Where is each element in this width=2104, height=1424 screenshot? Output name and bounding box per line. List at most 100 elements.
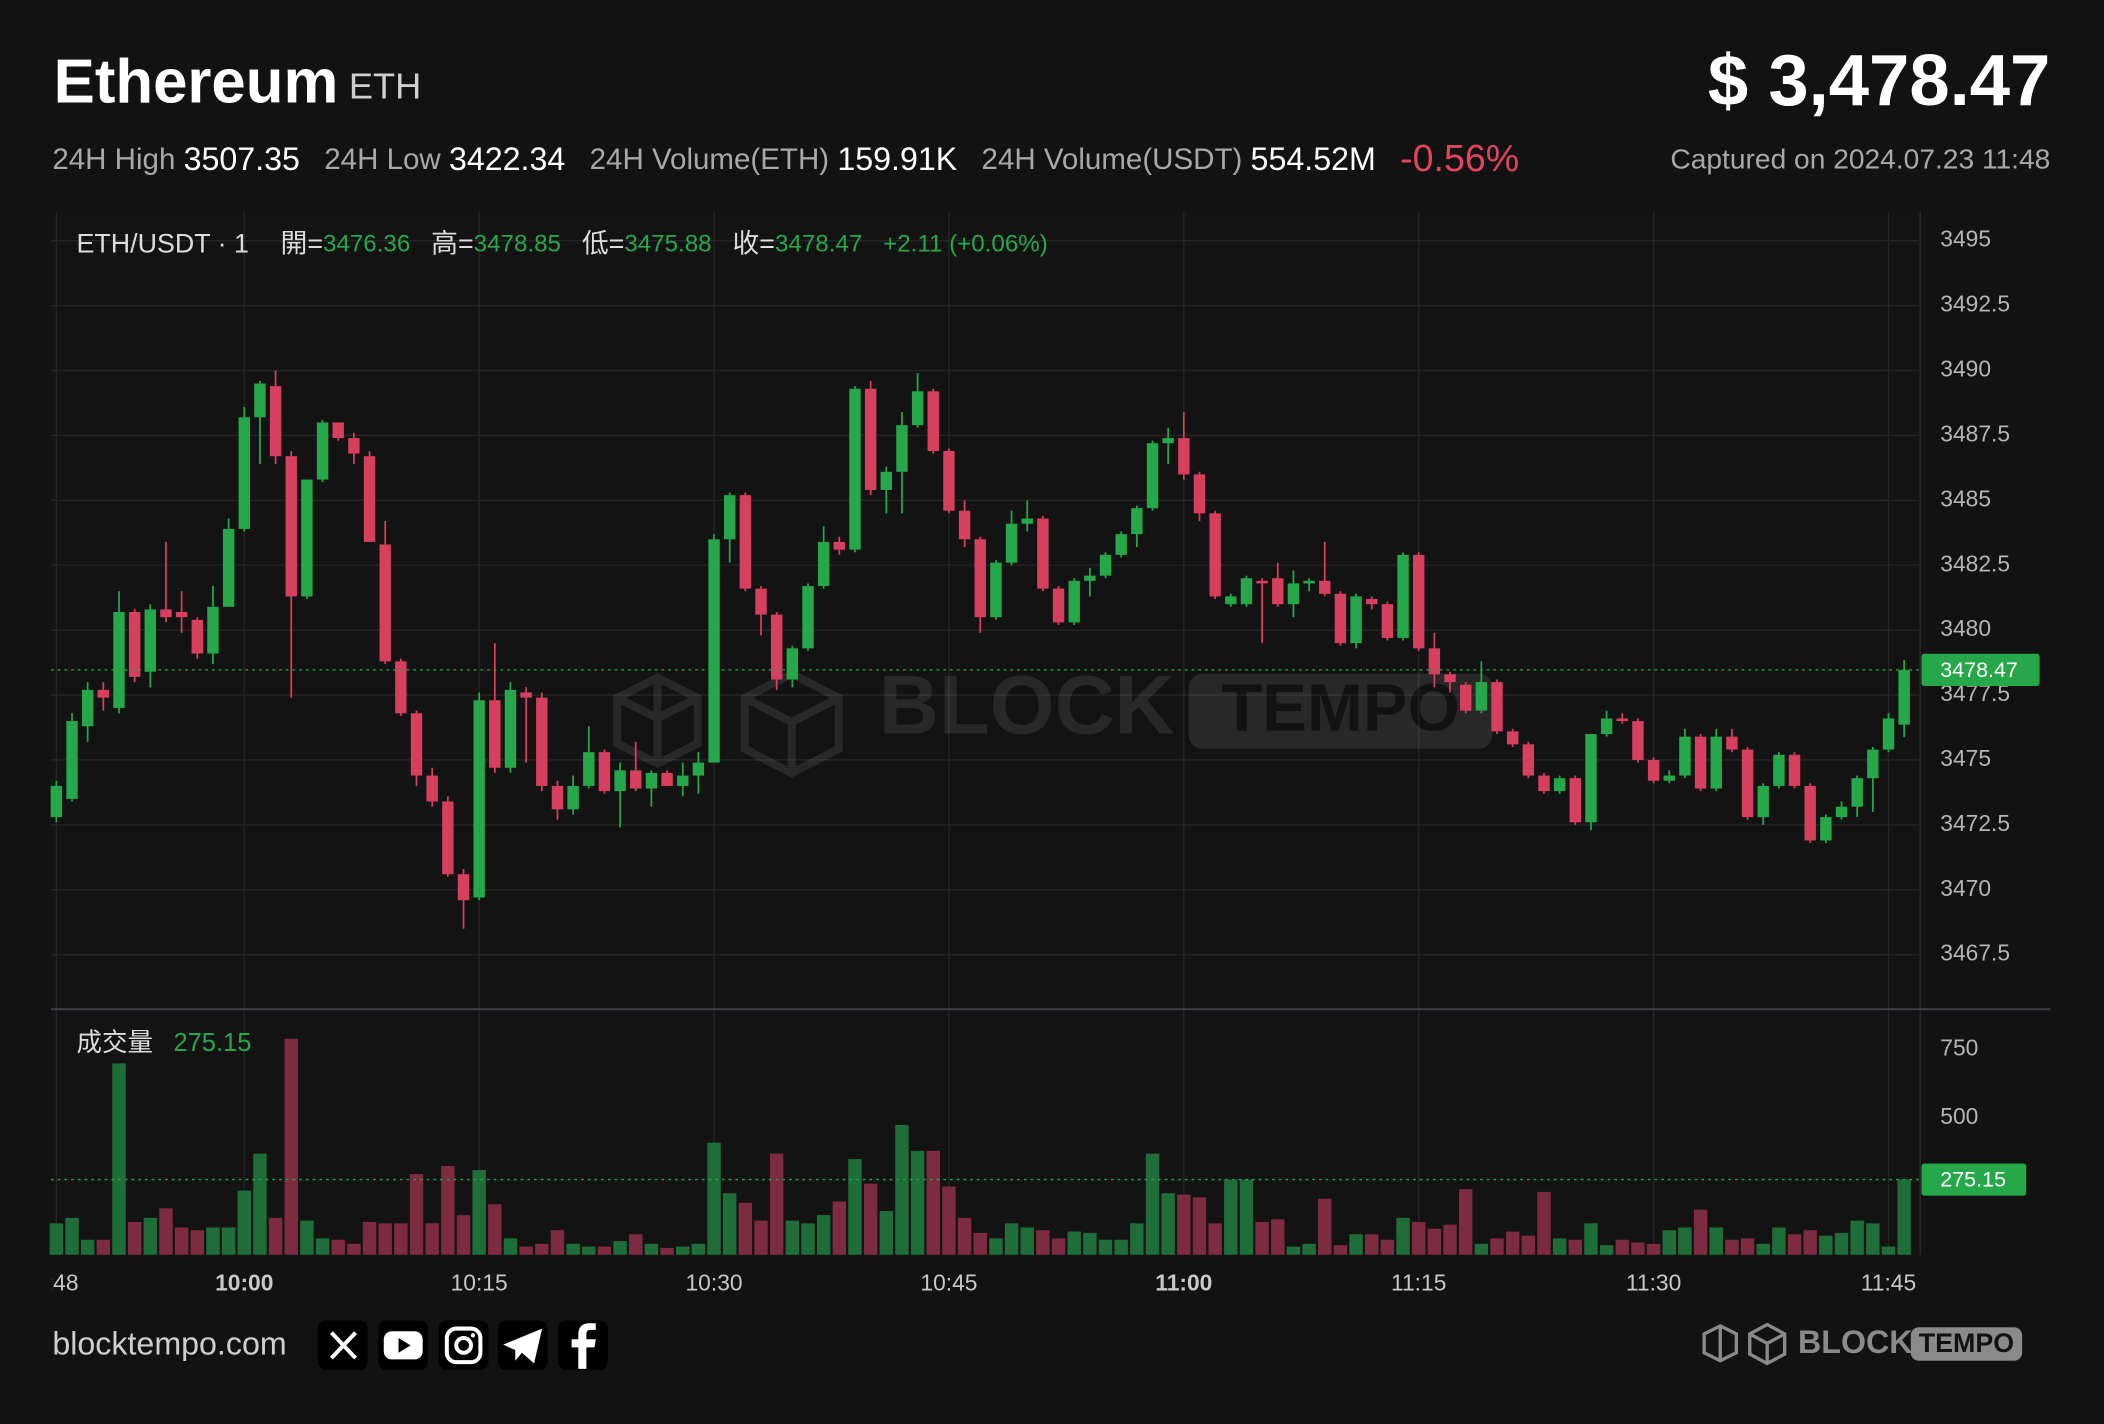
volume-bar [472, 1170, 486, 1255]
candle-body [1131, 508, 1143, 535]
volume-bar [1568, 1239, 1583, 1255]
legend-change: +2.11 (+0.06%) [883, 231, 1048, 258]
candle-body [238, 417, 250, 529]
volume-bar [409, 1174, 424, 1255]
candle-body [1585, 734, 1597, 823]
captured-time: Captured on 2024.07.23 11:48 [1670, 143, 2050, 175]
volume-bar [1412, 1221, 1426, 1255]
volume-bar [315, 1238, 330, 1255]
volume-bar [1897, 1179, 1911, 1255]
volume-bar [300, 1220, 314, 1255]
candle-body [1726, 736, 1738, 750]
volume-bar [1427, 1228, 1442, 1255]
volume-bar [1365, 1234, 1379, 1255]
price: $ 3,478.47 [1708, 40, 2050, 121]
volume-bar [206, 1227, 220, 1255]
y-tick-label: 3472.5 [1940, 810, 2010, 836]
volume-bar [1443, 1224, 1457, 1255]
volume-bar [1803, 1230, 1817, 1255]
candle-body [81, 689, 94, 727]
candle-body [1225, 596, 1237, 605]
volume-bar [174, 1227, 189, 1255]
candle-body [1037, 518, 1049, 589]
instagram-icon[interactable] [438, 1320, 489, 1371]
volume-value: 275.15 [173, 1029, 251, 1057]
volume-bar [1881, 1246, 1896, 1255]
volume-bar [1302, 1243, 1316, 1255]
volume-bar [143, 1217, 158, 1255]
volume-bar [1756, 1243, 1770, 1255]
candle-body [536, 697, 548, 786]
candle-body [128, 611, 141, 677]
volume-bar [973, 1232, 987, 1255]
volume-bar [237, 1190, 251, 1255]
candle-body [520, 692, 532, 698]
stat-value: 3422.34 [449, 141, 565, 177]
candle-body [724, 495, 736, 540]
candle-body [332, 422, 344, 439]
candle-body [1600, 718, 1613, 735]
volume-bar [1145, 1153, 1160, 1255]
watermark: BLOCK TEMPO [613, 658, 1493, 778]
volume-bar [910, 1150, 925, 1255]
stat-value: 159.91K [837, 141, 957, 177]
stat-label: 24H High [52, 143, 175, 176]
social-icons [318, 1320, 608, 1371]
candle-body [1851, 778, 1863, 807]
volume-bar [1787, 1234, 1802, 1255]
volume-bar [1286, 1246, 1301, 1255]
volume-bar [112, 1063, 126, 1255]
candle-body [1491, 682, 1503, 732]
volume-bar [1505, 1231, 1520, 1255]
footer-logo: BLOCK TEMPO [1702, 1322, 2023, 1366]
candle-body [144, 609, 157, 672]
volume-bar [456, 1215, 471, 1255]
candle-body [1616, 718, 1628, 722]
volume-bar [535, 1243, 549, 1255]
candle-body [1882, 718, 1895, 750]
telegram-icon[interactable] [497, 1320, 548, 1371]
x-tick-label: 9:48 [34, 1269, 78, 1295]
volume-label: 成交量 [76, 1029, 152, 1057]
youtube-icon[interactable] [378, 1320, 429, 1371]
y-tick-label: 3490 [1940, 356, 1991, 382]
candle-body [1773, 754, 1785, 786]
candle-body [1444, 674, 1456, 683]
last-volume-label: 275.15 [1940, 1168, 2006, 1192]
candle-body [817, 541, 830, 587]
last-volume-tag [1921, 1163, 2027, 1196]
coin-title: Ethereum [54, 47, 339, 116]
candle-body [301, 479, 313, 597]
last-price-tag [1921, 653, 2040, 686]
candle-body [1569, 778, 1582, 823]
stat-label: 24H Volume(ETH) [590, 143, 829, 176]
legend-value: 3478.47 [775, 231, 862, 258]
y-tick-label: 3467.5 [1940, 940, 2010, 966]
candle-body [1835, 806, 1848, 818]
volume-bar [1271, 1219, 1285, 1255]
candle-body [1084, 575, 1096, 581]
candle-body [113, 611, 125, 709]
candle-body [1663, 775, 1675, 781]
candle-body [1287, 583, 1300, 605]
candle-body [864, 388, 877, 490]
candle-body [50, 785, 63, 818]
volume-bar [1631, 1242, 1645, 1255]
volume-bar [127, 1221, 142, 1255]
site-url[interactable]: blocktempo.com [52, 1326, 286, 1362]
candle-body [849, 388, 861, 550]
candle-body [1632, 721, 1644, 760]
volume-bar [441, 1165, 455, 1255]
logo-text: BLOCK [1798, 1324, 1912, 1360]
watermark-box [1188, 673, 1493, 749]
candle-body [1068, 580, 1080, 623]
volume-bar [80, 1239, 95, 1255]
x-icon[interactable] [318, 1320, 368, 1371]
candle-body [426, 775, 438, 802]
volume-bar [284, 1038, 298, 1255]
volume-bar [550, 1230, 565, 1255]
volume-bar [1819, 1235, 1833, 1255]
volume-bar [1646, 1243, 1661, 1255]
facebook-icon[interactable] [558, 1320, 608, 1371]
volume-bar [989, 1238, 1003, 1255]
